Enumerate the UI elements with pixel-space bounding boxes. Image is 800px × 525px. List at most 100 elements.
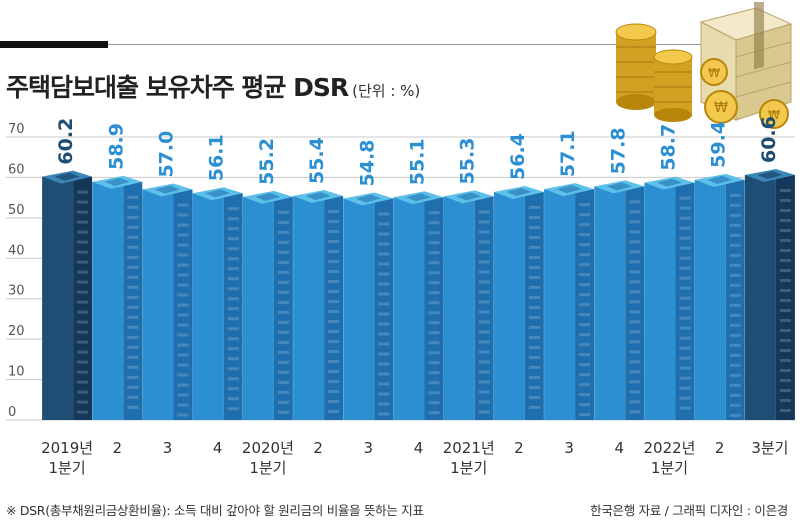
bar-window — [127, 305, 139, 309]
bar-window — [478, 290, 490, 294]
x-sublabel-0: 1분기 — [49, 459, 86, 477]
bar-window — [528, 205, 540, 209]
svg-text:₩: ₩ — [714, 100, 728, 116]
bar-window — [328, 240, 340, 244]
bar-4 — [242, 190, 293, 420]
bar-window — [428, 371, 440, 375]
bar-window — [478, 250, 490, 254]
bar-window — [478, 220, 490, 224]
bar-window — [77, 210, 89, 214]
bar-window — [378, 262, 390, 266]
bar-window — [277, 330, 289, 334]
bar-window — [629, 410, 641, 414]
bar-window — [277, 410, 289, 414]
bar-side-face — [725, 179, 745, 420]
bar-window — [629, 330, 641, 334]
bar-window — [779, 369, 791, 373]
bar-2 — [142, 183, 193, 420]
bar-side-face — [474, 196, 494, 420]
x-sublabel-4: 1분기 — [249, 459, 286, 477]
x-label-13: 2 — [715, 439, 725, 457]
source-credit: 한국은행 자료 / 그래픽 디자인 : 이은경 — [590, 503, 788, 518]
bar-window — [77, 280, 89, 284]
bar-window — [528, 325, 540, 329]
money-illustration: ₩ ₩ ₩ — [615, 2, 793, 129]
bar-front-face — [293, 196, 325, 420]
bar-window — [428, 311, 440, 315]
bar-window — [328, 270, 340, 274]
bar-window — [177, 223, 189, 227]
x-label-10: 3 — [564, 439, 574, 457]
bar-window — [428, 301, 440, 305]
bar-window — [629, 270, 641, 274]
bar-window — [679, 286, 691, 290]
bar-window — [679, 316, 691, 320]
bar-window — [328, 350, 340, 354]
bar-window — [729, 273, 741, 277]
bar-window — [328, 380, 340, 384]
bar-front-face — [42, 176, 74, 420]
bar-7 — [393, 191, 444, 420]
bar-window — [428, 211, 440, 215]
bar-window — [729, 293, 741, 297]
bar-window — [177, 313, 189, 317]
bar-window — [779, 209, 791, 213]
bar-window — [177, 273, 189, 277]
bar-window — [127, 405, 139, 409]
bar-window — [378, 342, 390, 346]
bar-window — [679, 296, 691, 300]
bar-window — [127, 225, 139, 229]
x-label-0: 2019년 — [41, 439, 93, 457]
bar-window — [779, 319, 791, 323]
bar-13 — [694, 173, 745, 420]
x-axis-labels: 2019년 1분기 2 3 4 2020년 1분기 2 3 4 2021년 1분기 2 3 4 2022년 1분… — [41, 439, 788, 477]
bar-side-face — [675, 182, 695, 420]
value-label-6: 54.8 — [356, 140, 378, 187]
bar-window — [428, 411, 440, 415]
bar-window — [478, 300, 490, 304]
bar-window — [579, 383, 591, 387]
bar-window — [177, 233, 189, 237]
bar-window — [579, 283, 591, 287]
value-label-13: 59.4 — [708, 121, 730, 168]
bar-window — [779, 289, 791, 293]
bar-window — [579, 403, 591, 407]
bar-window — [227, 247, 239, 251]
bar-window — [127, 285, 139, 289]
bar-window — [779, 389, 791, 393]
bar-window — [779, 359, 791, 363]
bar-window — [177, 383, 189, 387]
bar-roof-unit — [556, 185, 582, 194]
bar-window — [378, 352, 390, 356]
x-sublabel-8: 1분기 — [450, 459, 487, 477]
bar-window — [579, 303, 591, 307]
bar-window — [428, 221, 440, 225]
bar-window — [779, 349, 791, 353]
bar-window — [729, 213, 741, 217]
bar-window — [328, 210, 340, 214]
bar-window — [227, 267, 239, 271]
bar-front-face — [744, 175, 776, 420]
bar-window — [177, 393, 189, 397]
bar-window — [679, 336, 691, 340]
bar-window — [378, 372, 390, 376]
bar-window — [729, 193, 741, 197]
bar-window — [478, 280, 490, 284]
bar-window — [328, 230, 340, 234]
bar-window — [528, 225, 540, 229]
bar-window — [779, 379, 791, 383]
value-label-2: 57.0 — [156, 131, 178, 178]
bar-window — [478, 230, 490, 234]
title-rule — [108, 44, 708, 45]
bar-window — [779, 279, 791, 283]
bar-window — [428, 401, 440, 405]
bar-window — [729, 403, 741, 407]
x-label-12: 2022년 — [644, 439, 696, 457]
bar-window — [328, 300, 340, 304]
bar-roof-unit — [606, 182, 632, 191]
bar-window — [679, 346, 691, 350]
bar-window — [779, 269, 791, 273]
chart-title-text: 주택담보대출 보유차주 평균 DSR — [6, 73, 349, 102]
bar-roof-unit — [155, 185, 180, 194]
